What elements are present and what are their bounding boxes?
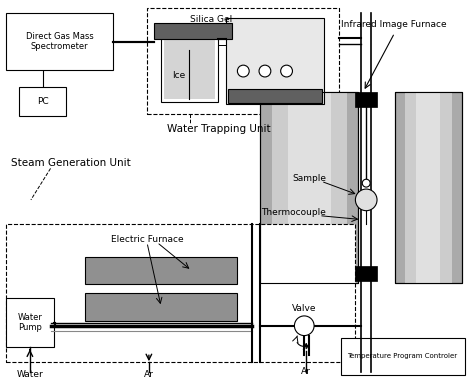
Circle shape xyxy=(362,179,370,187)
Circle shape xyxy=(237,65,249,77)
Bar xyxy=(6,224,356,362)
Bar xyxy=(341,338,465,375)
Text: Sample: Sample xyxy=(292,174,326,183)
Circle shape xyxy=(259,65,271,77)
Bar xyxy=(161,31,218,102)
Circle shape xyxy=(281,65,292,77)
Text: PC: PC xyxy=(37,97,48,106)
Bar xyxy=(288,92,331,283)
Text: Steam Generation Unit: Steam Generation Unit xyxy=(11,157,131,167)
Bar xyxy=(226,18,324,104)
Bar xyxy=(154,23,232,38)
Text: Infrared Image Furnace: Infrared Image Furnace xyxy=(341,20,447,29)
Bar xyxy=(272,92,346,283)
Bar xyxy=(395,92,462,283)
Bar xyxy=(395,92,462,283)
Bar xyxy=(19,87,66,116)
Bar xyxy=(405,92,452,283)
Text: Thermocouple: Thermocouple xyxy=(261,208,326,217)
Bar xyxy=(85,293,237,321)
Bar xyxy=(260,92,358,283)
Bar xyxy=(416,92,440,283)
Text: Electric Furnace: Electric Furnace xyxy=(110,235,183,244)
Text: Ice: Ice xyxy=(172,72,185,80)
Text: Water: Water xyxy=(17,370,43,379)
Text: Ar: Ar xyxy=(301,367,311,377)
Bar xyxy=(85,257,237,285)
Bar xyxy=(228,89,322,102)
Text: Valve: Valve xyxy=(292,303,317,313)
Bar xyxy=(356,92,377,107)
Text: Direct Gas Mass
Spectrometer: Direct Gas Mass Spectrometer xyxy=(26,32,93,51)
Bar xyxy=(6,298,54,347)
Bar xyxy=(164,34,215,99)
Text: Water
Pump: Water Pump xyxy=(18,313,42,333)
Bar xyxy=(260,92,358,283)
Bar xyxy=(356,266,377,281)
Bar xyxy=(147,8,339,114)
Circle shape xyxy=(356,189,377,211)
Text: Temperature Program Controler: Temperature Program Controler xyxy=(347,353,458,359)
Text: Silica Gel: Silica Gel xyxy=(190,15,232,24)
Circle shape xyxy=(294,316,314,336)
Text: Water Trapping Unit: Water Trapping Unit xyxy=(166,124,270,134)
Text: Ar: Ar xyxy=(144,370,154,379)
Bar xyxy=(6,13,112,70)
